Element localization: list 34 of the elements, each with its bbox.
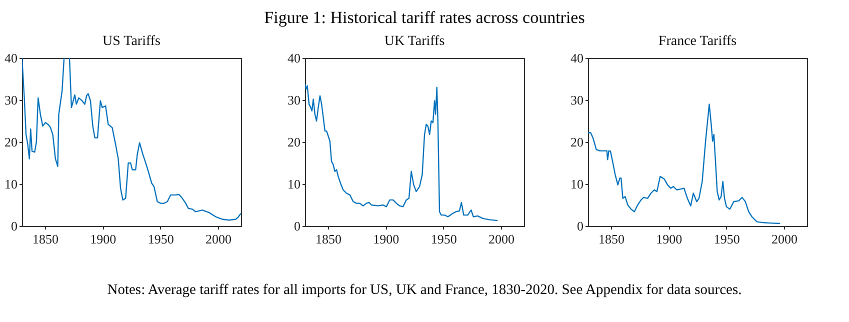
y-tick-label: 30: [288, 92, 300, 108]
y-tick-label: 0: [294, 218, 300, 234]
chart-title: US Tariffs: [102, 34, 161, 49]
y-tick-label: 40: [288, 50, 300, 66]
y-tick-label: 30: [4, 92, 18, 108]
y-tick-label: 10: [288, 176, 300, 192]
y-tick-label: 10: [4, 176, 18, 192]
y-tick-label: 20: [570, 134, 584, 150]
y-tick-label: 0: [11, 218, 18, 234]
x-tick-label: 1950: [714, 232, 740, 246]
text: Figure 1: Historical tariff rates across countries: [263, 8, 586, 29]
x-tick-label: 1900: [373, 232, 400, 246]
line-series: [305, 83, 498, 222]
chart-title: France Tariffs: [658, 34, 737, 49]
x-tick-label: 1900: [90, 232, 116, 246]
x-tick-label: 1950: [148, 232, 174, 246]
y-tick-label: 40: [570, 50, 584, 66]
y-tick-label: 20: [4, 134, 18, 150]
text: Notes: Average tariff rates for all imports for US, UK and France, 1830-2020. See Appendix for data sources.: [106, 282, 743, 299]
y-tick-label: 20: [288, 134, 300, 150]
x-tick-label: 2000: [771, 232, 798, 246]
x-tick-label: 1900: [656, 232, 682, 246]
x-tick-label: 1850: [598, 232, 625, 246]
y-tick-label: 0: [577, 218, 584, 234]
x-tick-label: 1850: [32, 232, 59, 246]
y-tick-label: 10: [570, 176, 584, 192]
chart-title: UK Tariffs: [384, 34, 445, 49]
x-tick-label: 1950: [430, 232, 457, 246]
y-tick-label: 30: [570, 92, 584, 108]
x-tick-label: 1850: [316, 232, 342, 246]
x-tick-label: 2000: [205, 232, 232, 246]
x-tick-label: 2000: [488, 232, 514, 246]
y-tick-label: 40: [4, 50, 18, 66]
line-series: [588, 104, 781, 224]
